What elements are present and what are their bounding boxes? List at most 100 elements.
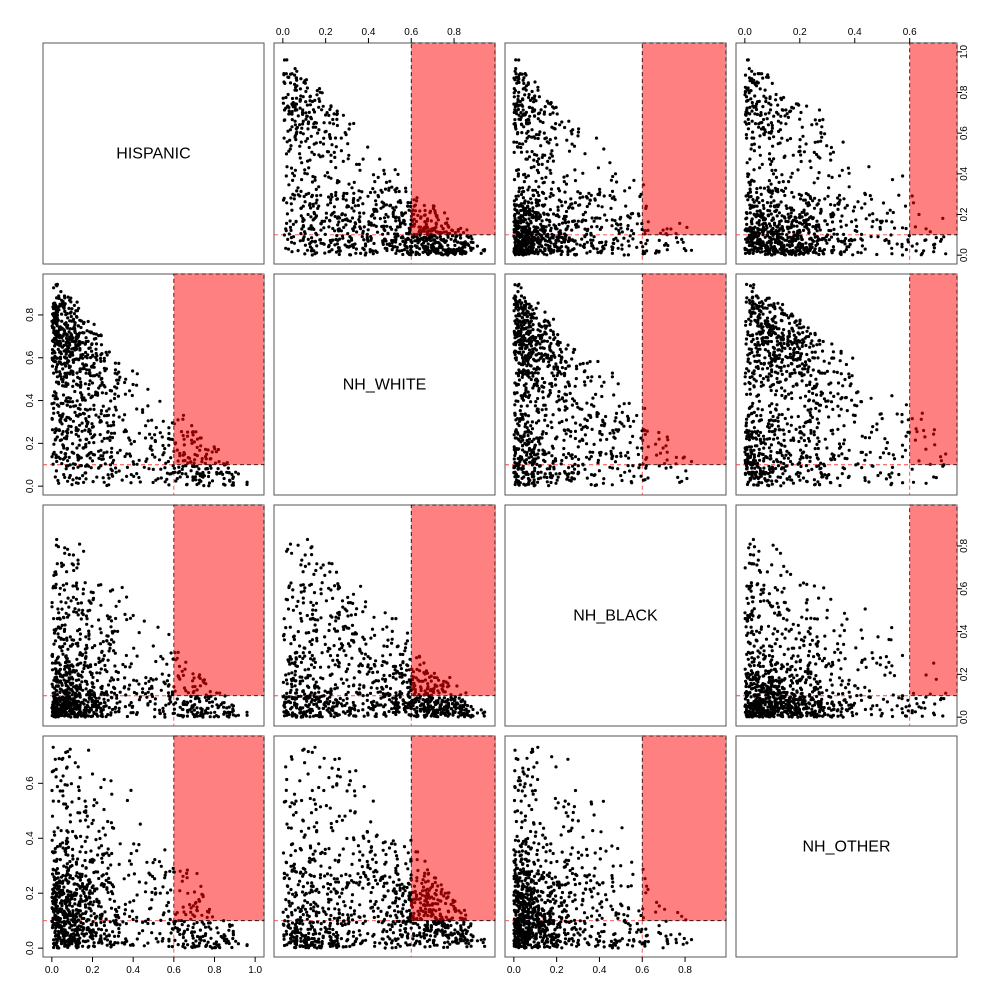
point-hispanic-vs-nh-other-971 [787,250,791,254]
point-nh-white-vs-hispanic-361 [75,399,79,403]
point-nh-white-vs-hispanic-869 [137,475,141,480]
point-hispanic-vs-nh-black-365 [513,216,517,220]
point-nh-white-vs-nh-black-552 [553,336,557,340]
point-hispanic-vs-nh-white-909 [411,212,415,216]
point-hispanic-vs-nh-other-636 [812,150,816,154]
point-nh-white-vs-nh-black-744 [658,451,663,455]
point-nh-white-vs-nh-black-626 [645,456,649,460]
point-nh-white-vs-nh-black-562 [654,442,658,446]
point-nh-white-vs-hispanic-674 [70,350,74,355]
point-hispanic-vs-nh-other-780 [827,186,831,190]
point-nh-white-vs-nh-other-35 [850,398,854,402]
point-nh-white-vs-nh-black-359 [583,467,587,471]
point-nh-white-vs-nh-black-201 [601,481,606,485]
point-hispanic-vs-nh-other-758 [760,230,765,234]
point-hispanic-vs-nh-black-867 [641,183,646,187]
point-nh-white-vs-hispanic-567 [176,459,180,463]
point-hispanic-vs-nh-other-550 [944,252,948,256]
point-hispanic-vs-nh-white-202 [286,247,291,251]
point-hispanic-vs-nh-black-655 [548,195,552,199]
point-hispanic-vs-nh-white-460 [362,238,366,242]
point-hispanic-vs-nh-black-437 [527,121,532,125]
point-nh-white-vs-nh-black-810 [539,356,543,360]
point-hispanic-vs-nh-black-694 [610,196,614,200]
point-hispanic-vs-nh-white-565 [335,234,339,238]
point-nh-white-vs-nh-black-172 [519,286,523,290]
point-nh-white-vs-nh-other-21 [760,481,764,485]
point-nh-white-vs-hispanic-947 [84,371,88,375]
point-nh-white-vs-hispanic-505 [191,433,195,437]
point-nh-white-vs-hispanic-901 [58,333,62,337]
point-hispanic-vs-nh-white-157 [294,76,298,80]
point-nh-white-vs-hispanic-201 [57,481,61,485]
point-nh-white-vs-hispanic-875 [54,394,58,399]
point-hispanic-vs-nh-white-913 [302,218,306,222]
point-hispanic-vs-nh-other-619 [762,132,766,136]
point-hispanic-vs-nh-white-741 [303,232,307,236]
point-hispanic-vs-nh-black-736 [513,125,518,129]
point-nh-white-vs-hispanic-268 [202,484,206,488]
point-hispanic-vs-nh-white-749 [390,185,394,189]
point-hispanic-vs-nh-white-900 [350,243,355,247]
point-hispanic-vs-nh-black-379 [516,107,521,112]
point-hispanic-vs-nh-other-820 [774,238,778,242]
point-hispanic-vs-nh-black-184 [573,168,577,172]
point-hispanic-vs-nh-other-623 [775,208,779,212]
point-nh-white-vs-nh-black-769 [539,476,543,480]
point-hispanic-vs-nh-black-332 [534,233,538,237]
point-nh-white-vs-hispanic-844 [81,331,85,335]
point-hispanic-vs-nh-other-39 [832,232,836,236]
point-nh-white-vs-nh-black-961 [565,473,569,477]
point-hispanic-vs-nh-black-786 [522,180,527,184]
point-hispanic-vs-nh-white-710 [351,198,355,202]
point-nh-white-vs-nh-black-423 [543,330,547,334]
point-nh-white-vs-nh-black-798 [516,467,520,471]
point-nh-white-vs-hispanic-207 [78,403,82,407]
point-nh-white-vs-nh-black-668 [513,356,518,360]
point-nh-white-vs-nh-black-918 [584,455,589,459]
point-nh-white-vs-hispanic-871 [86,453,90,457]
point-hispanic-vs-nh-black-207 [590,225,594,229]
point-nh-white-vs-nh-black-580 [602,380,606,384]
point-hispanic-vs-nh-black-604 [526,188,530,192]
point-hispanic-vs-nh-white-295 [435,236,439,240]
point-hispanic-vs-nh-other-438 [823,197,827,201]
point-nh-white-vs-hispanic-523 [63,309,67,314]
point-hispanic-vs-nh-other-793 [766,214,771,218]
point-nh-white-vs-hispanic-621 [121,418,125,422]
point-nh-white-vs-nh-black-707 [517,378,522,382]
point-hispanic-vs-nh-other-62 [761,233,765,237]
point-nh-white-vs-hispanic-780 [117,415,121,419]
point-hispanic-vs-nh-other-16 [792,230,796,234]
point-nh-white-vs-hispanic-930 [73,329,77,333]
point-hispanic-vs-nh-black-663 [592,235,596,239]
point-hispanic-vs-nh-other-430 [790,243,794,247]
point-nh-white-vs-nh-black-117 [620,410,624,414]
point-hispanic-vs-nh-white-152 [289,196,293,200]
point-nh-white-vs-hispanic-761 [78,369,82,373]
point-nh-white-vs-nh-black-883 [512,464,516,468]
point-hispanic-vs-nh-white-355 [353,204,357,208]
point-hispanic-vs-nh-other-658 [778,128,783,132]
point-hispanic-vs-nh-other-887 [805,222,809,226]
point-hispanic-vs-nh-white-933 [314,187,318,191]
point-hispanic-vs-nh-other-761 [817,225,821,229]
point-hispanic-vs-nh-black-299 [522,125,526,129]
point-hispanic-vs-nh-white-192 [335,123,339,128]
point-hispanic-vs-nh-black-49 [543,105,547,109]
point-hispanic-vs-nh-white-579 [310,180,315,184]
point-hispanic-vs-nh-white-765 [357,162,361,166]
point-hispanic-vs-nh-black-660 [513,108,517,112]
point-nh-white-vs-hispanic-645 [78,476,82,481]
point-hispanic-vs-nh-other-584 [747,235,752,239]
point-nh-white-vs-nh-black-703 [562,446,566,451]
point-nh-white-vs-hispanic-56 [142,465,146,469]
point-hispanic-vs-nh-black-703 [562,238,566,242]
point-hispanic-vs-nh-black-545 [665,233,669,237]
point-hispanic-vs-nh-white-471 [445,217,450,221]
point-hispanic-vs-nh-black-787 [549,171,553,175]
point-hispanic-vs-nh-white-948 [342,191,346,195]
point-hispanic-vs-nh-white-131 [299,232,303,236]
point-nh-white-vs-hispanic-892 [62,375,66,379]
point-hispanic-vs-nh-other-765 [760,162,764,166]
